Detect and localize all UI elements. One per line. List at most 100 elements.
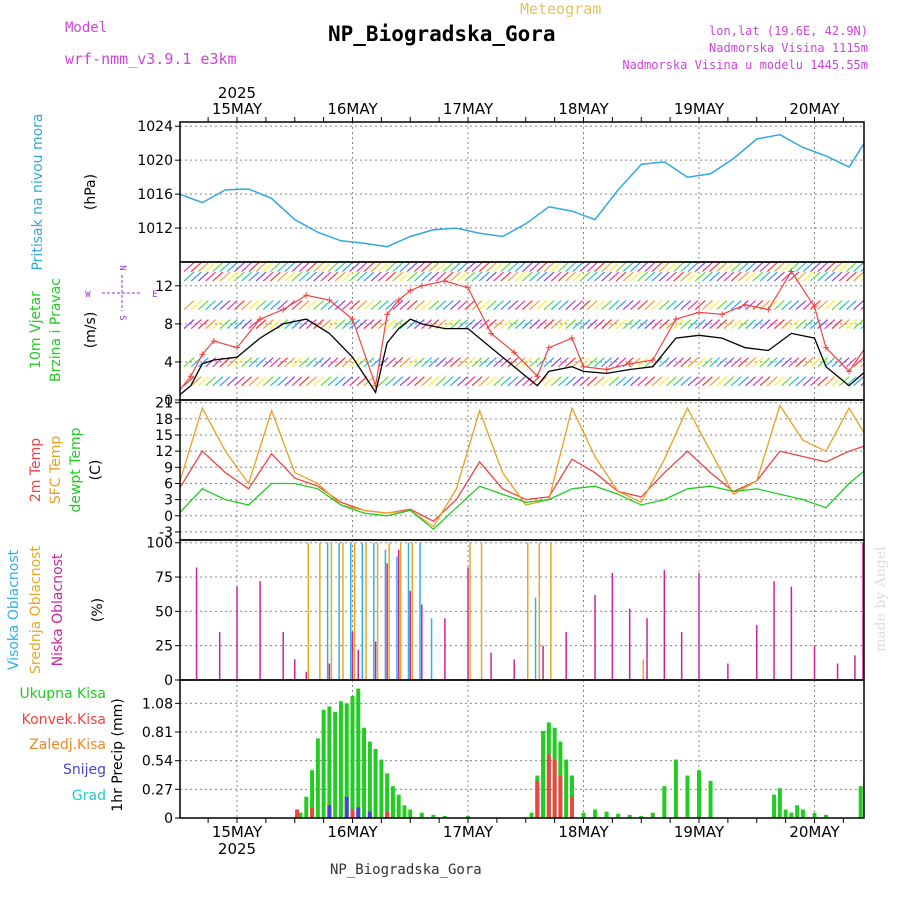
wind-barb: [377, 300, 389, 311]
precip-bar-0: [310, 770, 315, 818]
temp-ytick-label: 3: [164, 493, 173, 509]
wind-barb: [615, 319, 627, 330]
wind-barb: [212, 300, 224, 311]
temp-title-2m: 2m Temp: [28, 438, 44, 502]
wind-barb: [327, 376, 339, 387]
wind-barb: [694, 262, 706, 272]
wind-barb: [421, 300, 433, 311]
cloud-title-mid: Srednja Oblacnost: [28, 546, 44, 674]
wind-barb: [457, 357, 469, 368]
wind-barb: [363, 357, 375, 368]
wind-barb: [205, 319, 217, 330]
wind-barb: [701, 357, 713, 368]
wind-barb: [385, 319, 397, 330]
wind-barb: [212, 271, 224, 282]
wind-barb: [601, 271, 613, 282]
wind-barb: [773, 300, 785, 311]
cloud-ytick-label: 25: [155, 639, 173, 655]
precip-legend-2: Zaledj.Kisa: [29, 737, 106, 753]
wind-barb: [197, 262, 209, 272]
wind-barb: [817, 262, 829, 272]
wind-barb: [521, 300, 533, 311]
temp-line-sfc-temp: [180, 403, 864, 528]
wind-barb: [399, 271, 411, 282]
wind-barb: [219, 319, 231, 330]
wind-gust-marker: [187, 373, 194, 380]
wind-barb: [349, 376, 361, 387]
wind-barb: [226, 319, 238, 330]
wind-barb: [608, 319, 620, 330]
wind-barb: [205, 357, 217, 368]
wind-barb: [658, 262, 670, 272]
cloud-unit: (%): [90, 598, 106, 622]
wind-barb: [709, 376, 721, 387]
wind-gust-marker: [395, 297, 402, 304]
precip-bar-1: [385, 811, 390, 818]
wind-barb: [680, 376, 692, 387]
wind-barb: [197, 319, 209, 330]
wind-barb: [557, 300, 569, 311]
precip-bar-0: [321, 709, 326, 818]
wind-gust-marker: [672, 316, 679, 323]
wind-barb: [183, 262, 195, 272]
wind-barb: [449, 357, 461, 368]
wind-barb: [752, 271, 764, 282]
wind-barb: [464, 262, 476, 272]
wind-barb: [745, 376, 757, 387]
wind-barb: [665, 271, 677, 282]
wind-barb: [413, 357, 425, 368]
wind-gust-marker: [210, 337, 217, 344]
wind-barb: [313, 319, 325, 330]
wind-barb: [233, 271, 245, 282]
wind-barb: [773, 357, 785, 368]
wind-barb: [737, 357, 749, 368]
wind-barb: [370, 300, 382, 311]
wind-barb: [413, 262, 425, 272]
bottom-date-label: 20MAY: [789, 823, 840, 841]
wind-barb: [723, 300, 735, 311]
wind-barb: [658, 300, 670, 311]
wind-barb: [687, 300, 699, 311]
wind-barb: [608, 271, 620, 282]
wind-barb: [305, 376, 317, 387]
wind-barb: [543, 262, 555, 272]
wind-barb: [615, 300, 627, 311]
wind-gust-marker: [580, 363, 587, 370]
wind-barb: [795, 300, 807, 311]
temp-ytick-label: -3: [159, 525, 173, 541]
wind-barb: [565, 262, 577, 272]
wind-barb: [377, 271, 389, 282]
wind-barb: [392, 376, 404, 387]
wind-title-1: 10m Vjetar: [28, 291, 44, 369]
wind-barb: [392, 300, 404, 311]
wind-barb: [521, 357, 533, 368]
wind-barb: [860, 363, 864, 368]
wind-barb: [795, 319, 807, 330]
wind-barb: [853, 262, 864, 272]
wind-barb: [694, 319, 706, 330]
temp-title-sfc: SFC Temp: [48, 436, 64, 505]
bottom-date-label: 18MAY: [558, 823, 609, 841]
precip-bar-0: [795, 805, 800, 818]
precip-bar-0: [616, 813, 621, 818]
wind-barb: [377, 319, 389, 330]
wind-barb: [687, 271, 699, 282]
precip-bar-0: [708, 780, 713, 818]
wind-barb: [730, 376, 742, 387]
precip-bar-1: [350, 809, 355, 818]
wind-barb: [406, 300, 418, 311]
wind-barb: [622, 319, 634, 330]
wind-barb: [665, 262, 677, 272]
precip-bar-2: [344, 796, 349, 818]
wind-barb: [320, 262, 332, 272]
wind-barb: [651, 262, 663, 272]
wind-barb: [421, 319, 433, 330]
wind-barb: [478, 357, 490, 368]
precip-bar-1: [535, 780, 540, 818]
wind-barb: [673, 319, 685, 330]
wind-barb: [637, 376, 649, 387]
wind-barb: [709, 262, 721, 272]
precip-bar-1: [552, 759, 557, 818]
wind-barb: [629, 357, 641, 368]
